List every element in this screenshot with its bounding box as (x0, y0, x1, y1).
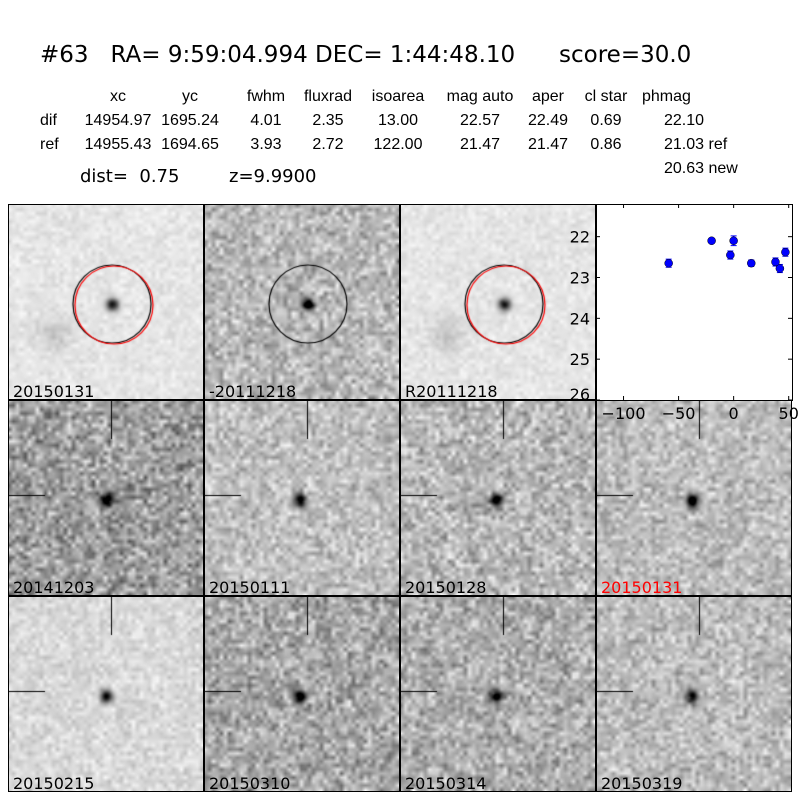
table-cell: 21.47 (459, 136, 501, 153)
x-tick-label: 50 (779, 404, 799, 423)
stamp-date-label: 20141203 (13, 578, 95, 596)
table-cell: 0.69 (590, 112, 622, 129)
table-cell: 2.35 (312, 112, 344, 129)
image-stamp: 20150131 (8, 204, 204, 400)
table-cell: 1695.24 (161, 112, 219, 129)
stamp-date-label: 20150314 (405, 774, 487, 792)
image-stamp: 20150131 (596, 400, 792, 596)
stamp-image (205, 401, 399, 595)
table-cell: 22.49 (527, 112, 569, 129)
plot-frame (596, 204, 793, 401)
table-cell: 22.10 (664, 112, 705, 129)
image-stamp: 20150215 (8, 596, 204, 792)
stamp-image (401, 205, 595, 399)
stamp-image (401, 401, 595, 595)
x-tick-label: −50 (662, 404, 696, 423)
y-tick-label: 23 (570, 269, 590, 288)
image-stamp: 20150128 (400, 400, 596, 596)
table-cell: 4.01 (250, 112, 282, 129)
data-point (664, 258, 673, 268)
table-cell: 0.86 (590, 136, 622, 153)
x-tick-label: −100 (602, 404, 646, 423)
image-stamp: -20111218 (204, 204, 400, 400)
stamp-image (205, 205, 399, 399)
table-cell: 22.57 (459, 112, 501, 129)
table-cell: 3.93 (250, 136, 282, 153)
stamp-image (597, 401, 791, 595)
data-point (729, 236, 738, 245)
table-cell: 13.00 (377, 112, 419, 129)
image-stamp: 20150314 (400, 596, 596, 792)
data-point (726, 250, 735, 260)
column-header: isoarea (371, 88, 425, 105)
stamp-image (597, 597, 791, 791)
row-label: ref (40, 136, 59, 153)
z-value: z=9.9900 (229, 166, 317, 187)
table-cell: 2.72 (312, 136, 344, 153)
phmag-new: 20.63 new (664, 160, 738, 177)
stamp-image (9, 205, 203, 399)
table-cell: 122.00 (373, 136, 423, 153)
column-header: fwhm (246, 88, 286, 105)
stamp-date-label: 20150131 (601, 578, 683, 596)
stamp-image (205, 597, 399, 791)
stamp-date-label: 20150131 (13, 382, 95, 400)
column-header: xc (110, 88, 126, 105)
table-cell: 21.47 (527, 136, 569, 153)
image-stamp: 20150111 (204, 400, 400, 596)
image-stamp: R20111218 (400, 204, 596, 400)
stamp-date-label: 20150128 (405, 578, 487, 596)
column-header: phmag (642, 88, 691, 105)
data-point (775, 264, 785, 273)
table-cell: 21.03 ref (664, 136, 728, 153)
stamp-date-label: 20150310 (209, 774, 291, 792)
stamp-date-label: 20150319 (601, 774, 683, 792)
image-stamp: 20141203 (8, 400, 204, 596)
light-curve-plot: 22 23 24 25 26 −100 −50 0 50 (570, 204, 799, 423)
table-cell: 1694.65 (161, 136, 219, 153)
column-header: cl star (584, 88, 628, 105)
stamp-image (9, 401, 203, 595)
column-header: yc (182, 88, 198, 105)
row-label: dif (40, 112, 57, 129)
column-header: aper (531, 88, 565, 105)
data-point (747, 258, 756, 268)
y-tick-label: 22 (570, 228, 590, 247)
image-stamp: 20150319 (596, 596, 792, 792)
stamp-image (401, 597, 595, 791)
table-cell: 14955.43 (84, 136, 152, 153)
stamp-image (9, 597, 203, 791)
data-point (707, 236, 716, 245)
column-header: mag auto (446, 88, 514, 105)
candidate-title: #63 RA= 9:59:04.994 DEC= 1:44:48.10 scor… (40, 42, 692, 68)
stamp-date-label: R20111218 (405, 382, 498, 400)
y-tick-label: 26 (570, 385, 590, 404)
stamp-date-label: 20150215 (13, 774, 95, 792)
dist-value: dist= 0.75 (80, 166, 180, 187)
stamp-date-label: -20111218 (209, 382, 297, 400)
stamp-date-label: 20150111 (209, 578, 291, 596)
column-header: fluxrad (303, 88, 353, 105)
x-tick-label: 0 (729, 404, 739, 423)
y-tick-label: 25 (570, 350, 590, 369)
data-point (781, 247, 790, 257)
image-stamp: 20150310 (204, 596, 400, 792)
y-tick-label: 24 (570, 309, 590, 328)
table-cell: 14954.97 (84, 112, 152, 129)
